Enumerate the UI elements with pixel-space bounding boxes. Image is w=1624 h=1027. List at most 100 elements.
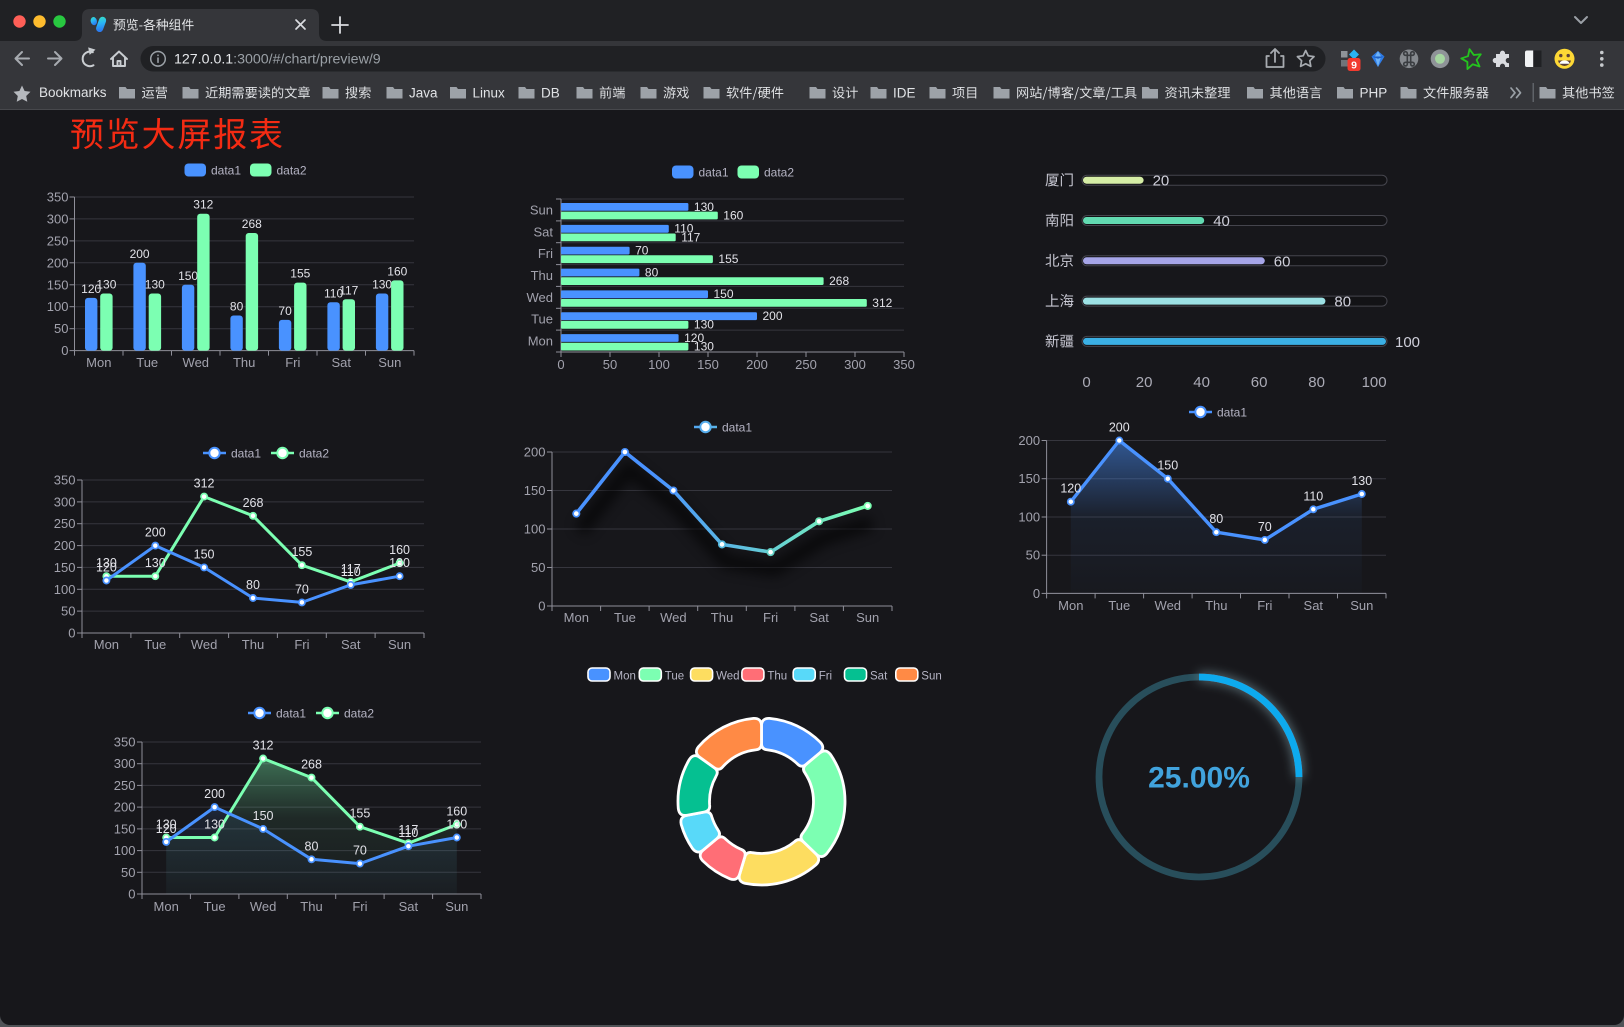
svg-text:150: 150 [697,357,719,372]
svg-text:80: 80 [305,839,319,853]
svg-text:110: 110 [1303,489,1323,503]
svg-text:80: 80 [1308,374,1325,391]
svg-text:100: 100 [1018,510,1040,525]
svg-text:120: 120 [96,561,117,575]
svg-text:117: 117 [341,562,361,576]
svg-text:PHP: PHP [1360,86,1388,101]
svg-text:200: 200 [746,357,768,372]
svg-text:Mon: Mon [614,670,636,682]
svg-text:200: 200 [47,255,69,270]
svg-text:Wed: Wed [1155,598,1182,613]
svg-text:130: 130 [1351,474,1372,488]
svg-text:268: 268 [301,758,322,772]
svg-text:130: 130 [145,556,166,570]
svg-text:70: 70 [295,582,309,596]
svg-text:110: 110 [674,222,693,236]
svg-text:Mon: Mon [94,637,119,652]
svg-text:110: 110 [341,565,361,579]
svg-text:Fri: Fri [538,246,553,261]
svg-text:40: 40 [1193,374,1210,391]
svg-text:160: 160 [389,543,410,557]
svg-text:312: 312 [872,296,892,310]
svg-text:117: 117 [398,823,418,837]
svg-text:117: 117 [681,230,700,244]
svg-text:100: 100 [54,582,76,597]
svg-text:300: 300 [844,357,866,372]
svg-text:160: 160 [723,208,743,222]
svg-text:Mon: Mon [1058,598,1083,613]
svg-text:130: 130 [96,556,117,570]
svg-text:300: 300 [114,756,136,771]
svg-text:250: 250 [114,778,136,793]
svg-text:Sun: Sun [856,610,879,625]
svg-text:Tue: Tue [136,355,158,370]
svg-text:120: 120 [81,282,101,296]
svg-text:150: 150 [253,809,274,823]
svg-text:100: 100 [47,299,69,314]
svg-text:200: 200 [1018,433,1040,448]
svg-text:150: 150 [714,287,734,301]
svg-text:150: 150 [47,277,69,292]
svg-text:160: 160 [446,805,467,819]
svg-text:0: 0 [557,357,564,372]
svg-text:Mon: Mon [86,355,111,370]
svg-text:350: 350 [114,735,136,750]
svg-text:Tue: Tue [614,610,636,625]
svg-text:Sat: Sat [809,610,829,625]
svg-text:130: 130 [156,818,177,832]
svg-text:Bookmarks: Bookmarks [39,85,107,100]
svg-text:0: 0 [1033,586,1040,601]
svg-text:268: 268 [243,496,264,510]
svg-text:130: 130 [694,340,714,354]
svg-text:Tue: Tue [204,899,226,914]
svg-text:20: 20 [1136,374,1153,391]
svg-text:50: 50 [1026,548,1040,563]
svg-text:data2: data2 [277,164,307,178]
svg-text:Thu: Thu [711,610,733,625]
svg-text:100: 100 [114,843,136,858]
svg-text:Sat: Sat [399,899,419,914]
svg-text:117: 117 [339,283,358,297]
svg-text:Linux: Linux [473,86,506,101]
svg-text:200: 200 [1109,421,1130,435]
svg-text:155: 155 [349,807,370,821]
svg-text:50: 50 [531,560,545,575]
svg-text:155: 155 [718,252,738,266]
svg-text:130: 130 [389,556,410,570]
svg-text:25.00%: 25.00% [1148,762,1250,795]
svg-text:100: 100 [1395,334,1420,351]
svg-text:268: 268 [242,217,262,231]
svg-text:200: 200 [204,787,225,801]
svg-text:155: 155 [290,267,310,281]
svg-text:150: 150 [114,821,136,836]
svg-text:50: 50 [54,321,68,336]
svg-text:350: 350 [893,357,915,372]
svg-text:Fri: Fri [285,355,300,370]
svg-text:20: 20 [1153,173,1170,190]
svg-text:150: 150 [194,547,215,561]
svg-text:Wed: Wed [250,899,277,914]
svg-text:Fri: Fri [1257,598,1272,613]
svg-text:268: 268 [829,274,849,288]
svg-text:350: 350 [47,190,69,205]
svg-text:60: 60 [1251,374,1268,391]
svg-text:Fri: Fri [819,670,832,682]
svg-text:data1: data1 [722,421,752,435]
svg-text:200: 200 [524,445,546,460]
svg-text:IDE: IDE [893,86,916,101]
svg-text:data2: data2 [299,447,329,461]
svg-text:data1: data1 [276,707,306,721]
svg-text:Mon: Mon [528,334,553,349]
svg-text:data1: data1 [211,164,241,178]
svg-text:150: 150 [524,483,546,498]
svg-text:Sun: Sun [378,355,401,370]
svg-text:200: 200 [54,538,76,553]
svg-text:data1: data1 [699,166,729,180]
svg-text:130: 130 [145,278,165,292]
svg-text:Thu: Thu [767,670,787,682]
svg-text:Sat: Sat [870,670,888,682]
svg-text:130: 130 [96,278,116,292]
svg-text:350: 350 [54,473,76,488]
svg-text:data1: data1 [1217,406,1247,420]
svg-text:130: 130 [372,278,392,292]
